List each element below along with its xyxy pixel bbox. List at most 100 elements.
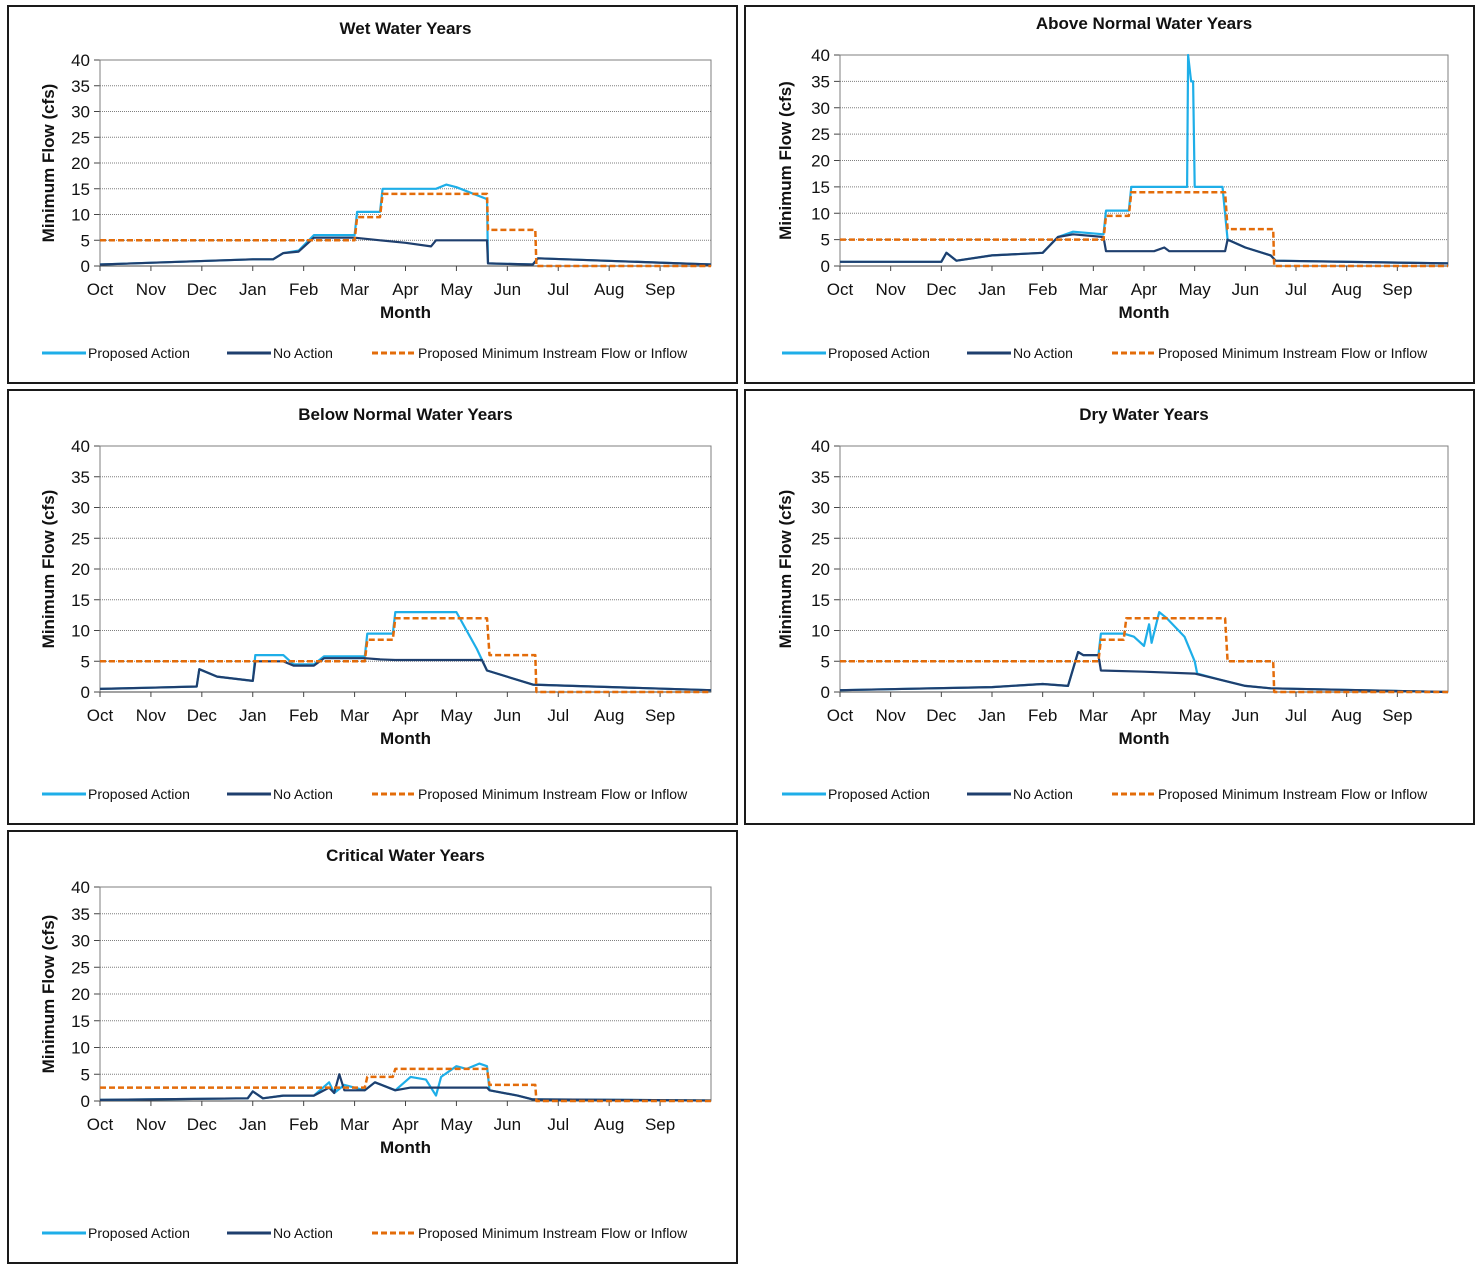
series-line-proposed-action <box>840 53 1449 265</box>
x-tick-label: Jul <box>547 280 569 299</box>
x-tick-label: Jul <box>1285 280 1307 299</box>
legend-label-no-action: No Action <box>273 1225 333 1241</box>
x-tick-label: Feb <box>1028 280 1057 299</box>
y-tick-label: 40 <box>811 46 830 65</box>
x-tick-label: Mar <box>1079 706 1109 725</box>
chart-panel-dry: Dry Water Years 0 5 10 15 20 25 30 35 40 Oct Nov Dec… <box>744 389 1475 825</box>
legend-label-proposed-action: Proposed Action <box>828 345 930 361</box>
y-axis-label: Minimum Flow (cfs) <box>776 490 795 649</box>
series-line-proposed-action <box>99 611 712 692</box>
x-axis-label: Month <box>380 1138 431 1157</box>
x-tick-label: Aug <box>594 706 624 725</box>
series-line-proposed-action <box>99 183 712 266</box>
x-tick-label: Jun <box>494 280 521 299</box>
y-tick-label: 30 <box>71 103 90 122</box>
legend-label-no-action: No Action <box>1013 345 1073 361</box>
x-tick-label: Feb <box>289 280 318 299</box>
x-axis-label: Month <box>380 303 431 322</box>
x-tick-label: Sep <box>645 280 675 299</box>
x-tick-label: Jan <box>239 280 266 299</box>
y-tick-label: 10 <box>811 622 830 641</box>
y-axis-label: Minimum Flow (cfs) <box>776 81 795 240</box>
x-tick-label: Feb <box>289 1115 318 1134</box>
x-tick-label: Jun <box>1232 280 1259 299</box>
x-tick-label: Dec <box>926 706 957 725</box>
x-tick-label: Dec <box>187 1115 218 1134</box>
y-tick-label: 35 <box>71 77 90 96</box>
x-axis-label: Month <box>380 729 431 748</box>
legend-label-no-action: No Action <box>273 345 333 361</box>
x-tick-label: Jul <box>547 1115 569 1134</box>
x-tick-label: Jan <box>239 1115 266 1134</box>
x-tick-label: Aug <box>594 280 624 299</box>
y-tick-label: 15 <box>811 178 830 197</box>
x-tick-label: Aug <box>1332 706 1362 725</box>
x-tick-label: Apr <box>1131 280 1158 299</box>
y-tick-label: 20 <box>811 152 830 171</box>
x-tick-label: Jul <box>547 706 569 725</box>
y-tick-label: 35 <box>811 468 830 487</box>
y-tick-label: 0 <box>81 257 90 276</box>
plot-area <box>99 59 712 267</box>
x-tick-label: Apr <box>392 1115 419 1134</box>
chart-svg: Below Normal Water Years 0 5 10 15 20 25 30 35 40… <box>39 405 712 802</box>
y-tick-label: 40 <box>71 878 90 897</box>
x-tick-label: Mar <box>1079 280 1109 299</box>
y-tick-label: 5 <box>821 231 830 250</box>
y-tick-label: 35 <box>71 468 90 487</box>
x-tick-label: Oct <box>87 706 114 725</box>
x-tick-label: Jan <box>978 280 1005 299</box>
y-tick-label: 40 <box>811 437 830 456</box>
y-tick-label: 0 <box>821 257 830 276</box>
chart-title: Dry Water Years <box>1079 405 1208 424</box>
chart-title: Critical Water Years <box>326 846 485 865</box>
series-line-no-action <box>99 657 712 692</box>
x-tick-label: Nov <box>876 280 907 299</box>
y-tick-label: 15 <box>71 180 90 199</box>
series-line-no-action <box>99 1073 712 1102</box>
legend-label-proposed-action: Proposed Action <box>828 786 930 802</box>
y-tick-label: 40 <box>71 51 90 70</box>
y-tick-label: 10 <box>71 1039 90 1058</box>
y-tick-label: 25 <box>811 529 830 548</box>
x-tick-label: Sep <box>1382 280 1412 299</box>
legend-label-min-instream-flow: Proposed Minimum Instream Flow or Inflow <box>1158 786 1428 802</box>
x-tick-label: May <box>1179 706 1212 725</box>
chart-svg: Dry Water Years 0 5 10 15 20 25 30 35 40 Oct Nov Dec… <box>776 405 1449 802</box>
chart-title: Below Normal Water Years <box>298 405 512 424</box>
x-tick-label: Mar <box>340 706 370 725</box>
x-axis-label: Month <box>1119 303 1170 322</box>
series-line-min-instream-flow <box>840 190 1448 268</box>
x-tick-label: Oct <box>827 280 854 299</box>
x-tick-label: Dec <box>187 280 218 299</box>
y-tick-label: 35 <box>811 72 830 91</box>
chart-panel-below-normal: Below Normal Water Years 0 5 10 15 20 25 30 35 40… <box>7 389 738 825</box>
y-tick-label: 40 <box>71 437 90 456</box>
x-tick-label: Jan <box>239 706 266 725</box>
x-axis-label: Month <box>1119 729 1170 748</box>
x-tick-label: Sep <box>1382 706 1412 725</box>
legend-label-no-action: No Action <box>1013 786 1073 802</box>
series-line-min-instream-flow <box>100 192 711 268</box>
x-tick-label: Nov <box>876 706 907 725</box>
x-tick-label: Aug <box>1332 280 1362 299</box>
x-tick-label: Jun <box>494 706 521 725</box>
legend-label-min-instream-flow: Proposed Minimum Instream Flow or Inflow <box>418 1225 688 1241</box>
y-tick-label: 0 <box>81 683 90 702</box>
legend-label-min-instream-flow: Proposed Minimum Instream Flow or Inflow <box>418 345 688 361</box>
y-tick-label: 30 <box>811 99 830 118</box>
y-tick-label: 15 <box>71 1012 90 1031</box>
y-tick-label: 20 <box>811 560 830 579</box>
x-tick-label: Jul <box>1285 706 1307 725</box>
chart-svg: Critical Water Years 0 5 10 15 20 25 30 35 40 Oct N… <box>39 846 712 1241</box>
x-tick-label: May <box>440 1115 473 1134</box>
x-tick-label: Dec <box>187 706 218 725</box>
x-tick-label: Mar <box>340 1115 370 1134</box>
y-tick-label: 25 <box>71 529 90 548</box>
y-tick-label: 30 <box>811 499 830 518</box>
x-tick-label: Nov <box>136 1115 167 1134</box>
legend-label-proposed-action: Proposed Action <box>88 1225 190 1241</box>
x-tick-label: Jun <box>494 1115 521 1134</box>
chart-svg: Wet Water Years 0 5 10 15 20 25 30 35 40 Oct Nov Dec… <box>39 19 712 361</box>
legend-label-min-instream-flow: Proposed Minimum Instream Flow or Inflow <box>1158 345 1428 361</box>
